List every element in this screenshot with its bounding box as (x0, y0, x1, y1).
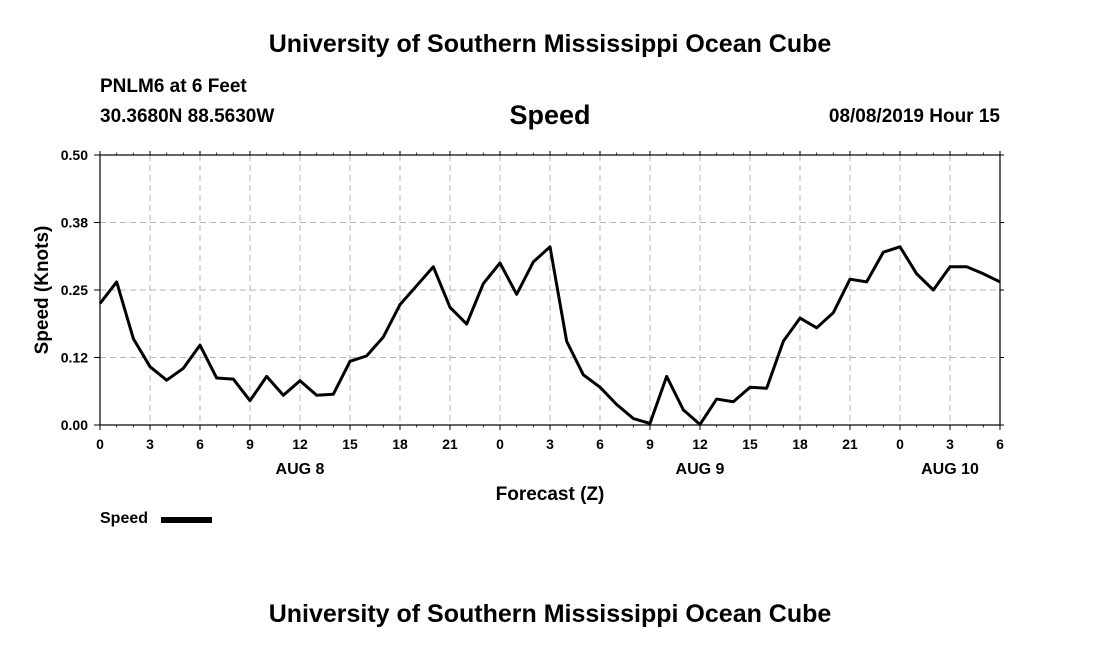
footer-title: University of Southern Mississippi Ocean… (268, 600, 832, 628)
station-name: PNLM6 at 6 Feet (100, 76, 247, 97)
x-tick-label: 18 (392, 436, 408, 452)
x-tick-label: 3 (146, 436, 154, 452)
x-tick-label: 15 (342, 436, 358, 452)
y-tick-label: 0.25 (61, 282, 88, 298)
day-label: AUG 8 (276, 461, 325, 478)
x-tick-label: 21 (442, 436, 458, 452)
x-tick-label: 0 (96, 436, 104, 452)
y-tick-label: 0.50 (61, 147, 88, 163)
y-tick-label: 0.38 (61, 215, 88, 231)
x-tick-label: 9 (646, 436, 654, 452)
legend-label: Speed (100, 510, 149, 527)
x-tick-label: 9 (246, 436, 254, 452)
x-tick-label: 12 (692, 436, 708, 452)
series-layer (98, 245, 1001, 426)
station-coordinates: 30.3680N 88.5630W (100, 106, 275, 127)
x-tick-label: 12 (292, 436, 308, 452)
grid-lines (100, 155, 1000, 425)
day-label: AUG 10 (921, 461, 979, 478)
axis-ticks (94, 151, 1004, 430)
y-tick-label: 0.12 (61, 350, 88, 366)
x-tick-label: 0 (496, 436, 504, 452)
x-tick-label: 3 (546, 436, 554, 452)
day-label: AUG 9 (676, 461, 725, 478)
y-tick-label: 0.00 (61, 417, 88, 433)
x-tick-label: 6 (196, 436, 204, 452)
x-tick-label: 3 (946, 436, 954, 452)
header-title: University of Southern Mississippi Ocean… (268, 30, 832, 58)
x-tick-label: 0 (896, 436, 904, 452)
legend-swatch (161, 517, 212, 523)
x-tick-label: 21 (842, 436, 858, 452)
x-tick-label: 6 (996, 436, 1004, 452)
y-axis-label: Speed (Knots) (32, 226, 53, 355)
x-tick-label: 18 (792, 436, 808, 452)
axis-tick-labels: 0 3 6 9 12 15 18 21 0 3 6 9 12 15 18 21 0 3 6 0.00 0.12 0.25 0… (61, 147, 1004, 478)
chart-title: Speed (509, 100, 591, 130)
x-axis-label: Forecast (Z) (496, 484, 605, 505)
x-tick-label: 6 (596, 436, 604, 452)
forecast-datetime: 08/08/2019 Hour 15 (828, 106, 1000, 127)
x-tick-label: 15 (742, 436, 758, 452)
